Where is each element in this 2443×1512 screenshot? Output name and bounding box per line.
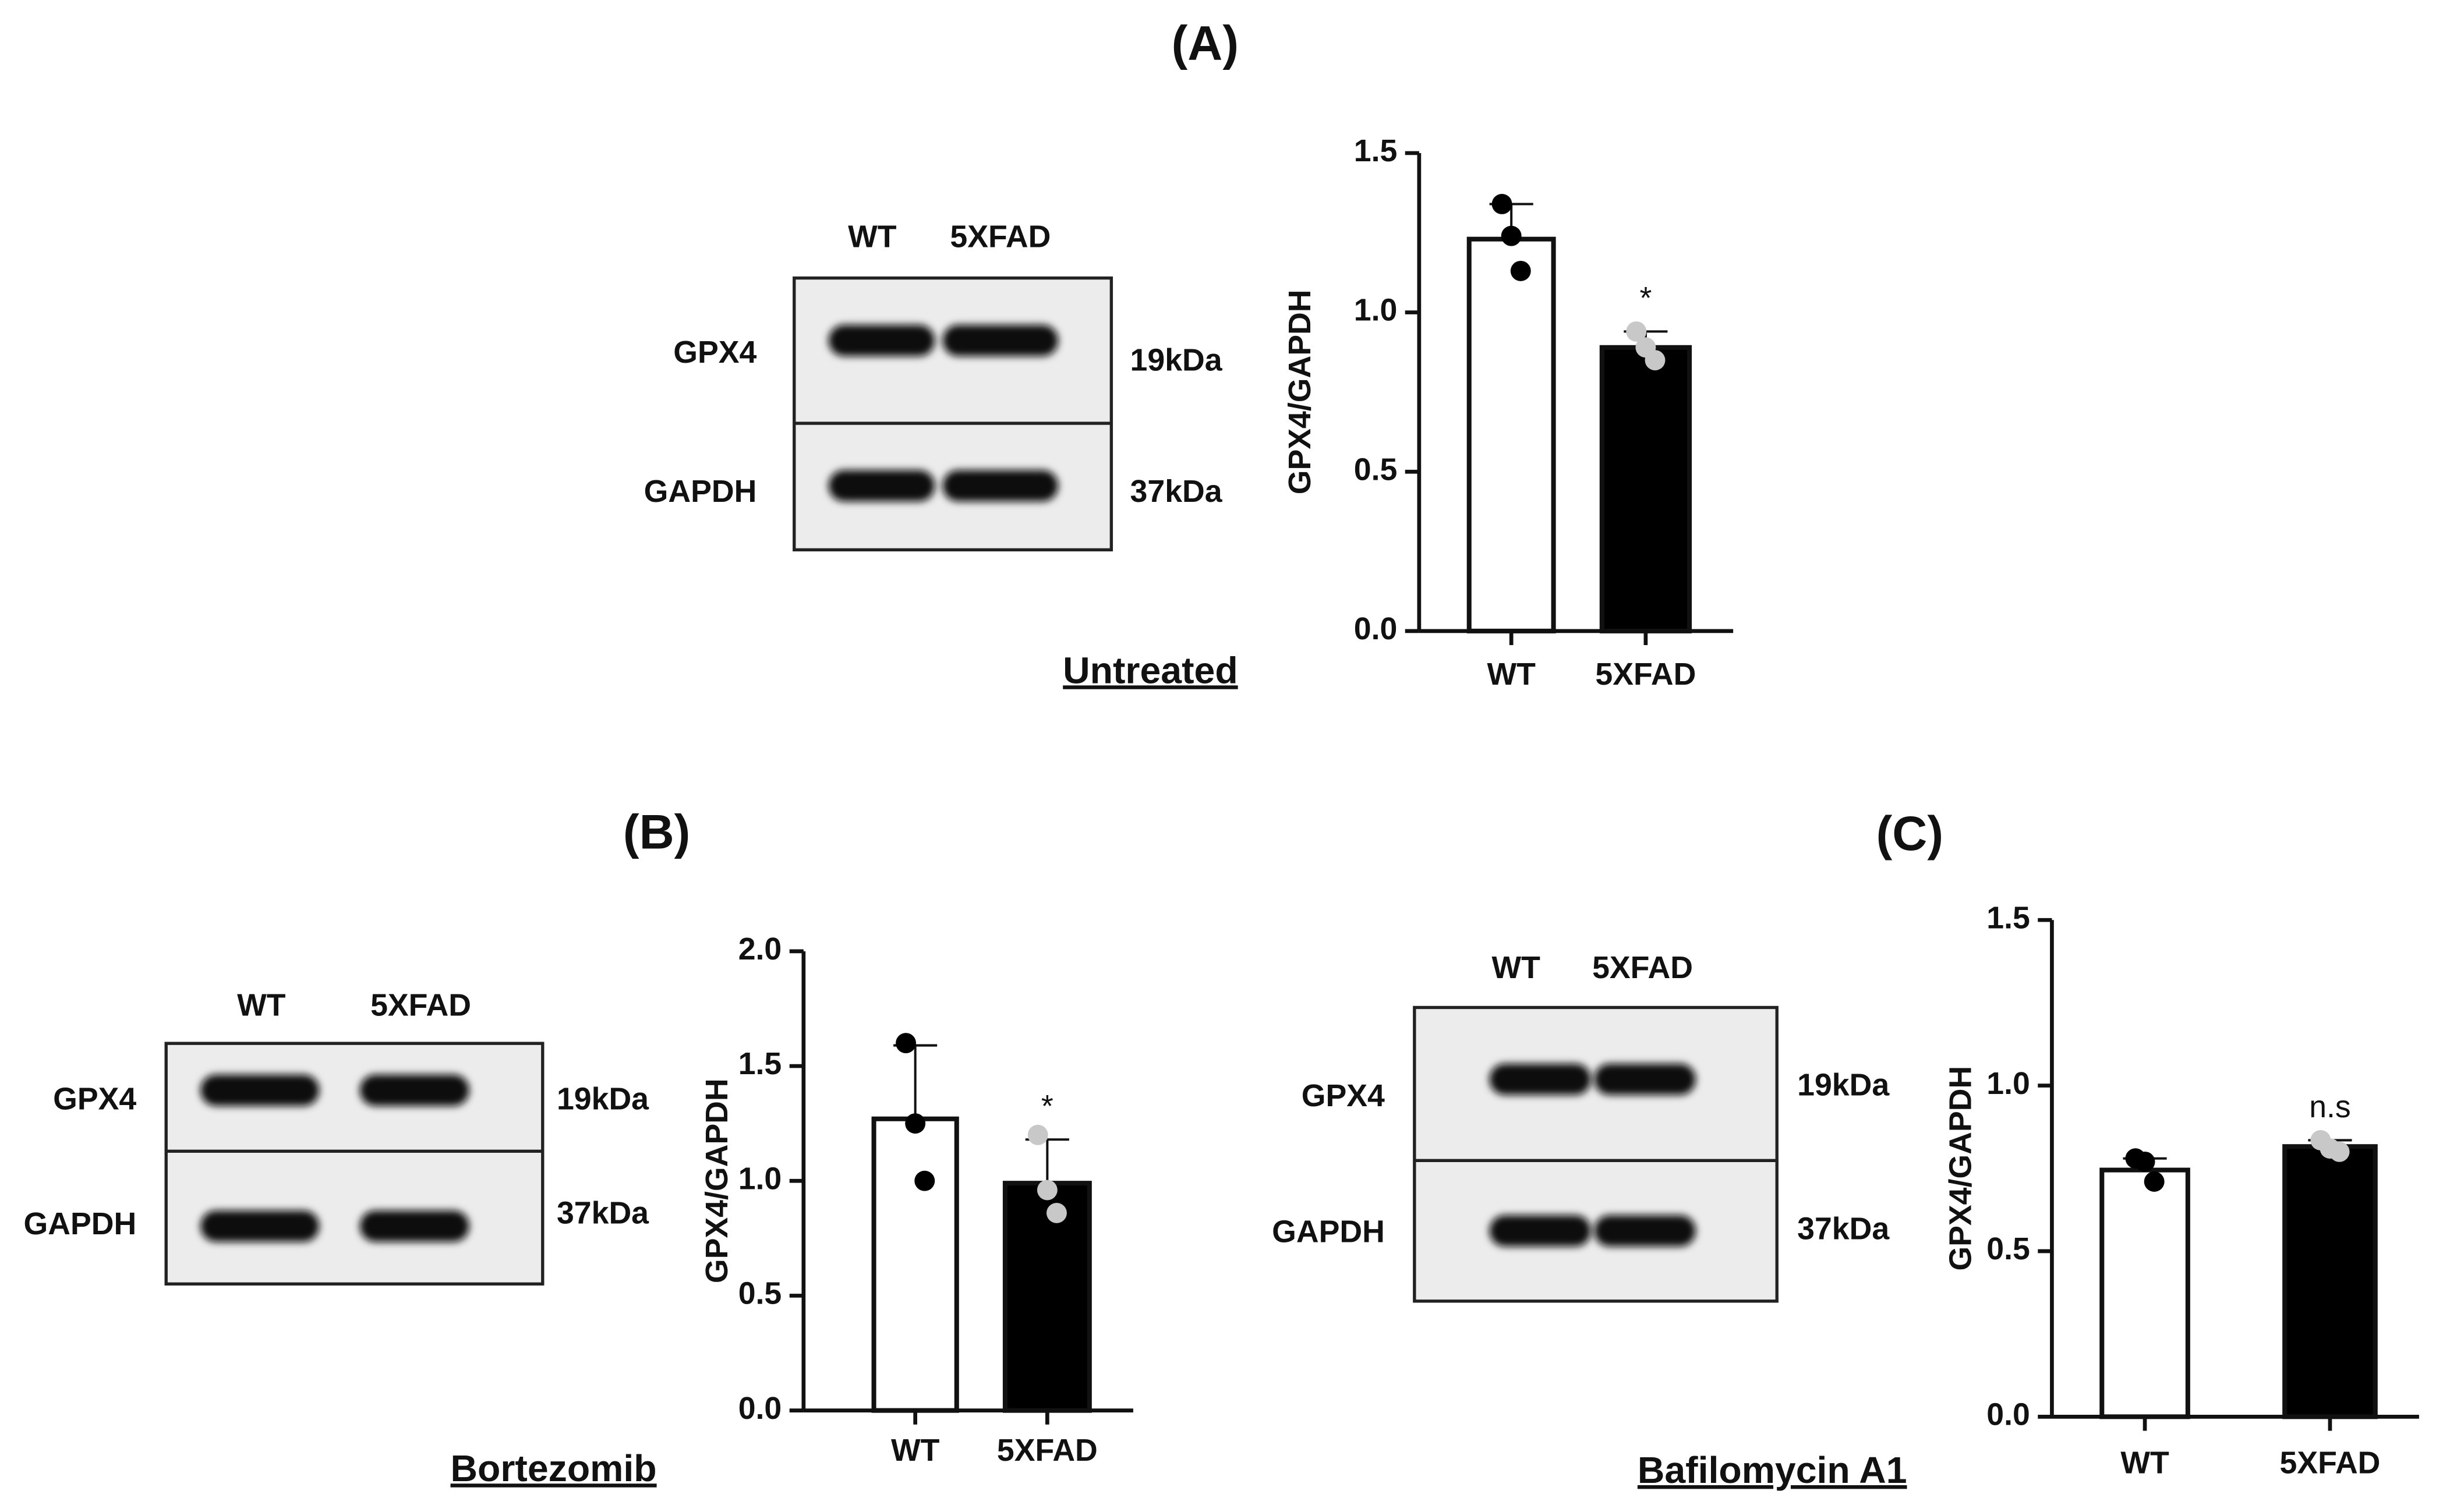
blot-band <box>828 470 935 502</box>
panel-title: (A) <box>1172 16 1239 70</box>
y-tick-label: 2.0 <box>738 932 782 966</box>
bar <box>1002 1181 1092 1413</box>
y-axis-label: GPX4/GAPDH <box>1943 1066 1978 1271</box>
blot-band <box>942 325 1059 356</box>
y-axis-label: GPX4/GAPDH <box>699 1078 734 1283</box>
data-point <box>1047 1203 1067 1223</box>
size-label: 19kDa <box>1797 1067 1890 1102</box>
y-tick-label: 0.0 <box>738 1391 782 1426</box>
row-label: GAPDH <box>24 1206 137 1241</box>
blot-band <box>942 470 1059 502</box>
lane-label: WT <box>237 988 286 1023</box>
size-label: 37kDa <box>1130 474 1223 509</box>
x-tick-label: WT <box>2120 1446 2169 1481</box>
y-tick-label: 1.0 <box>1986 1066 2030 1101</box>
y-tick-label: 1.0 <box>1354 293 1398 328</box>
blot-band <box>1594 1064 1696 1095</box>
data-point <box>1027 1124 1048 1145</box>
x-tick-label: WT <box>891 1433 940 1468</box>
data-point <box>914 1170 935 1191</box>
data-point <box>1491 194 1512 214</box>
y-axis-label: GPX4/GAPDH <box>1282 290 1317 495</box>
size-label: 19kDa <box>1130 343 1223 378</box>
data-point <box>2329 1141 2350 1162</box>
blot-band <box>359 1210 469 1242</box>
y-tick-label: 0.5 <box>1354 452 1398 487</box>
data-point <box>1645 350 1666 371</box>
y-tick-label: 1.0 <box>738 1161 782 1196</box>
blot-band <box>828 325 935 356</box>
data-point <box>2134 1151 2155 1172</box>
x-tick-label: WT <box>1487 657 1536 692</box>
row-label: GPX4 <box>1302 1078 1385 1113</box>
y-tick-label: 1.5 <box>1354 133 1398 168</box>
row-label: GPX4 <box>53 1082 136 1117</box>
row-label: GAPDH <box>644 474 757 509</box>
panel-title: (B) <box>623 805 690 859</box>
y-tick-label: 0.5 <box>1986 1231 2030 1266</box>
y-tick-label: 1.5 <box>1986 900 2030 935</box>
blot-frame <box>1413 1005 1779 1303</box>
bar <box>1599 345 1692 633</box>
significance-label: n.s <box>2309 1089 2351 1124</box>
data-point <box>1037 1180 1058 1201</box>
y-tick-label: 0.0 <box>1354 611 1398 646</box>
lane-label: 5XFAD <box>370 988 471 1023</box>
size-label: 37kDa <box>557 1195 649 1230</box>
data-point <box>2144 1171 2165 1192</box>
data-point <box>1501 225 1522 246</box>
data-point <box>1510 260 1531 281</box>
lane-label: 5XFAD <box>1592 950 1693 985</box>
size-label: 19kDa <box>557 1082 649 1117</box>
bar <box>2282 1144 2378 1419</box>
panel-title: (C) <box>1876 806 1943 861</box>
treatment-label: Bafilomycin A1 <box>1638 1449 1907 1491</box>
blot-band <box>200 1074 320 1106</box>
bar <box>1466 236 1556 633</box>
blot-band <box>359 1074 469 1106</box>
significance-label: * <box>1639 281 1652 316</box>
y-tick-label: 0.5 <box>738 1276 782 1311</box>
bar <box>871 1116 959 1413</box>
y-tick-label: 1.5 <box>738 1046 782 1081</box>
x-tick-label: 5XFAD <box>997 1433 1098 1468</box>
data-point <box>1626 321 1647 342</box>
row-label: GAPDH <box>1272 1214 1385 1249</box>
treatment-label: Bortezomib <box>451 1447 657 1489</box>
y-tick-label: 0.0 <box>1986 1397 2030 1432</box>
data-point <box>896 1033 917 1054</box>
blot-band <box>1489 1064 1591 1095</box>
significance-label: * <box>1041 1089 1053 1124</box>
lane-label: WT <box>1492 950 1541 985</box>
blot-band <box>1594 1215 1696 1247</box>
lane-label: WT <box>848 219 897 254</box>
x-tick-label: 5XFAD <box>2280 1446 2381 1481</box>
data-point <box>905 1113 926 1134</box>
blot-frame <box>793 276 1113 552</box>
x-tick-label: 5XFAD <box>1595 657 1696 692</box>
row-label: GPX4 <box>673 335 756 370</box>
treatment-label: Untreated <box>1063 649 1238 691</box>
bar <box>2099 1167 2190 1419</box>
size-label: 37kDa <box>1797 1211 1890 1246</box>
blot-band <box>200 1210 320 1242</box>
blot-band <box>1489 1215 1591 1247</box>
lane-label: 5XFAD <box>950 219 1051 254</box>
